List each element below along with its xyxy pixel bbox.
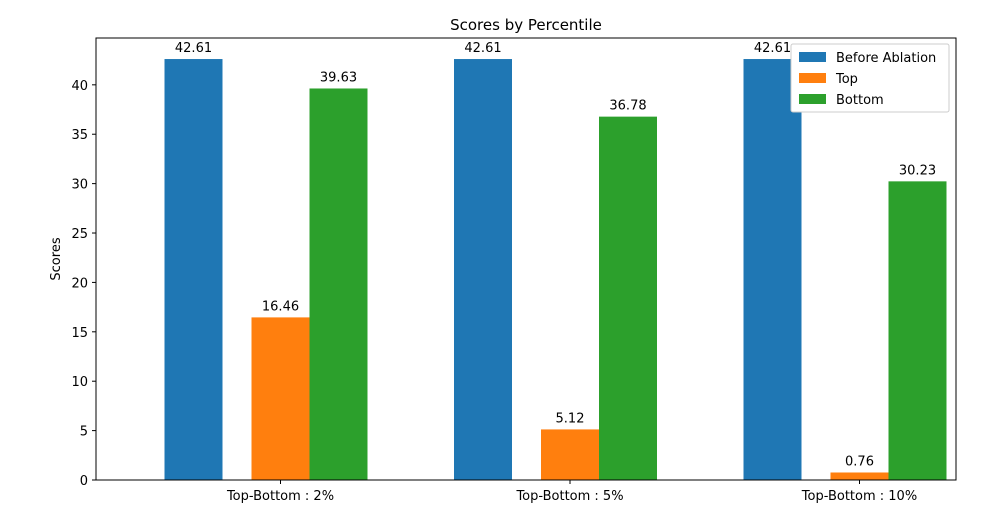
x-tick-label: Top-Bottom : 10% xyxy=(801,489,917,504)
y-tick-label: 10 xyxy=(71,375,88,390)
y-tick-label: 35 xyxy=(71,128,88,143)
bar-value-label-bottom-3: 30.23 xyxy=(899,163,936,178)
bar-top-3 xyxy=(830,472,889,480)
y-tick-label: 0 xyxy=(80,474,88,489)
bar-value-label-top-3: 0.76 xyxy=(845,454,874,469)
bar-top-2 xyxy=(541,429,599,480)
y-axis-label: Scores xyxy=(49,237,64,280)
bar-before-ablation-1 xyxy=(164,59,223,480)
y-tick-label: 5 xyxy=(80,425,88,440)
bar-value-label-before-ablation-2: 42.61 xyxy=(464,41,501,56)
legend: Before Ablation Top Bottom xyxy=(790,43,950,113)
bar-value-label-bottom-2: 36.78 xyxy=(609,99,646,114)
bar-bottom-2 xyxy=(599,116,657,480)
y-tick-label: 15 xyxy=(71,326,88,341)
plot-frame xyxy=(95,37,957,481)
x-axis: Top-Bottom : 2% Top-Bottom : 5% Top-Bottom… xyxy=(226,480,917,504)
y-tick-label: 30 xyxy=(71,178,88,193)
bar-top-1 xyxy=(251,317,310,480)
y-tick-label: 20 xyxy=(71,276,88,291)
legend-label-bottom: Bottom xyxy=(836,93,884,108)
chart-title: Scores by Percentile xyxy=(450,16,602,34)
bar-value-label-top-2: 5.12 xyxy=(556,411,585,426)
legend-swatch-before-ablation xyxy=(799,52,826,62)
bars-group xyxy=(164,59,947,480)
bar-value-label-bottom-1: 39.63 xyxy=(320,70,357,85)
legend-label-top: Top xyxy=(835,72,858,87)
x-tick-label: Top-Bottom : 2% xyxy=(226,489,334,504)
bar-bottom-1 xyxy=(309,88,368,480)
bar-before-ablation-3 xyxy=(743,59,802,480)
y-tick-label: 40 xyxy=(71,79,88,94)
bar-labels-group: 42.61 42.61 42.61 16.46 5.12 0.76 39.63 36.78 30… xyxy=(175,41,936,469)
bar-value-label-before-ablation-1: 42.61 xyxy=(175,41,212,56)
bar-value-label-before-ablation-3: 42.61 xyxy=(754,41,791,56)
bar-bottom-3 xyxy=(888,181,947,480)
bar-value-label-top-1: 16.46 xyxy=(262,299,299,314)
x-tick-label: Top-Bottom : 5% xyxy=(515,489,623,504)
y-tick-label: 25 xyxy=(71,227,88,242)
legend-swatch-top xyxy=(799,73,826,83)
legend-swatch-bottom xyxy=(799,94,826,104)
legend-label-before-ablation: Before Ablation xyxy=(836,51,936,66)
y-axis: 0 5 10 15 20 25 30 35 40 xyxy=(71,79,96,489)
legend-box xyxy=(790,43,950,113)
bar-before-ablation-2 xyxy=(454,59,512,480)
